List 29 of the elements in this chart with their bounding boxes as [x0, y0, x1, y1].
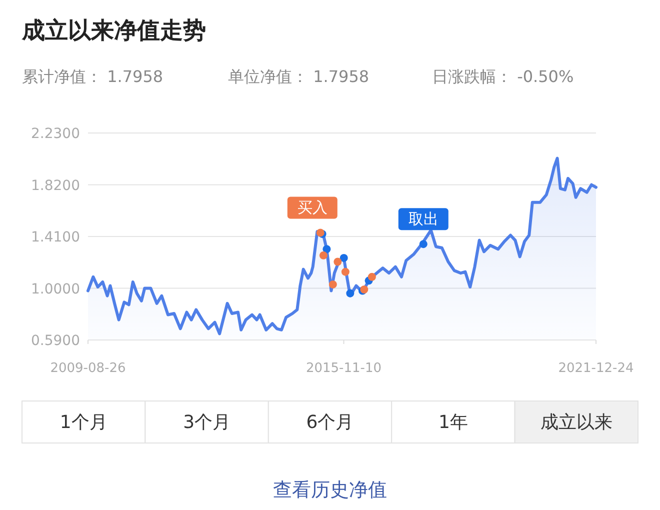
x-tick-label: 2021-12-24: [558, 361, 634, 376]
point: [319, 251, 328, 260]
point: [334, 258, 342, 266]
x-tick-label: 2015-11-10: [306, 361, 382, 376]
point: [328, 280, 337, 288]
text: 1年: [438, 412, 468, 433]
y-tick-label: 0.5900: [31, 333, 80, 349]
text: 6个月: [306, 412, 354, 433]
text: 1个月: [60, 412, 108, 433]
text: 日涨跌幅： -0.50%: [432, 67, 574, 86]
series-label: 取出: [408, 210, 438, 228]
point: [340, 254, 348, 262]
text: 单位净值： 1.7958: [228, 67, 370, 86]
text: 累计净值： 1.7958: [22, 67, 164, 86]
chart-title: 成立以来净值走势: [21, 17, 206, 44]
point: [419, 240, 428, 248]
point: [322, 245, 331, 254]
text: 成立以来: [540, 412, 612, 433]
y-tick-label: 1.0000: [31, 281, 80, 298]
series-label: 买入: [297, 198, 328, 217]
text: 查看历史净值: [273, 479, 387, 501]
y-tick-label: 2.2300: [31, 126, 80, 142]
text: 3个月: [183, 412, 231, 433]
x-tick-label: 2009-08-26: [50, 361, 126, 376]
y-tick-label: 1.4100: [31, 230, 80, 246]
point: [346, 289, 354, 298]
y-tick-label: 1.8200: [31, 178, 80, 194]
point: [368, 272, 376, 281]
point: [341, 268, 350, 276]
